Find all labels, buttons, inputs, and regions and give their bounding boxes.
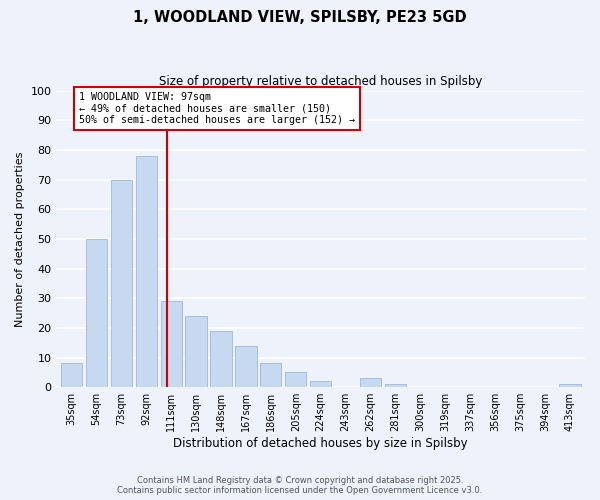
X-axis label: Distribution of detached houses by size in Spilsby: Distribution of detached houses by size …: [173, 437, 468, 450]
Bar: [360, 378, 381, 387]
Title: Size of property relative to detached houses in Spilsby: Size of property relative to detached ho…: [159, 75, 482, 88]
Text: 1, WOODLAND VIEW, SPILSBY, PE23 5GD: 1, WOODLAND VIEW, SPILSBY, PE23 5GD: [133, 10, 467, 25]
Bar: [161, 301, 182, 387]
Text: Contains HM Land Registry data © Crown copyright and database right 2025.
Contai: Contains HM Land Registry data © Crown c…: [118, 476, 482, 495]
Bar: [110, 180, 132, 387]
Bar: [185, 316, 206, 387]
Bar: [211, 331, 232, 387]
Bar: [61, 364, 82, 387]
Bar: [136, 156, 157, 387]
Y-axis label: Number of detached properties: Number of detached properties: [15, 151, 25, 326]
Bar: [86, 239, 107, 387]
Bar: [385, 384, 406, 387]
Bar: [310, 382, 331, 387]
Bar: [559, 384, 581, 387]
Bar: [285, 372, 307, 387]
Text: 1 WOODLAND VIEW: 97sqm
← 49% of detached houses are smaller (150)
50% of semi-de: 1 WOODLAND VIEW: 97sqm ← 49% of detached…: [79, 92, 355, 125]
Bar: [260, 364, 281, 387]
Bar: [235, 346, 257, 387]
